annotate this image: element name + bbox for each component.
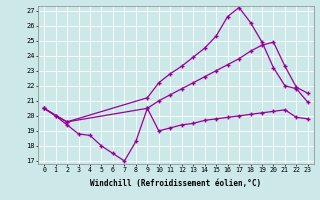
X-axis label: Windchill (Refroidissement éolien,°C): Windchill (Refroidissement éolien,°C) (91, 179, 261, 188)
